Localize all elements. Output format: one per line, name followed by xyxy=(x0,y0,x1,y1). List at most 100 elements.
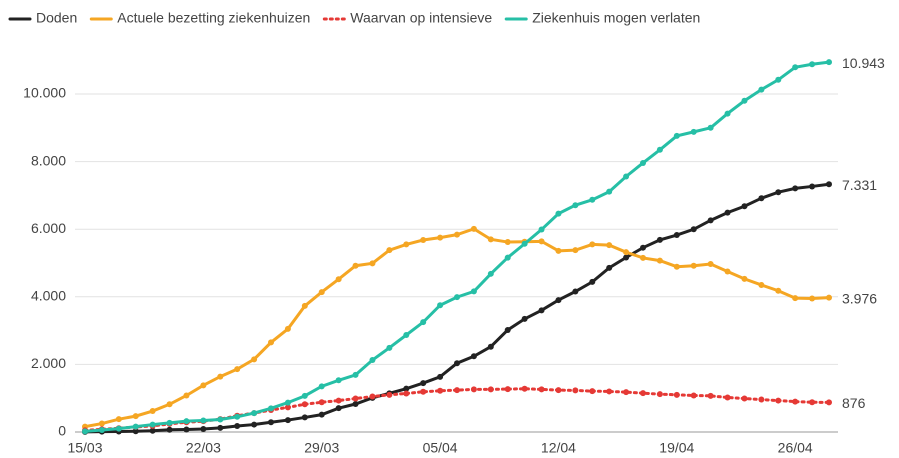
data-point xyxy=(335,405,342,412)
data-point xyxy=(335,276,342,283)
data-point xyxy=(132,423,139,430)
data-point xyxy=(352,371,359,378)
y-tick-label: 4.000 xyxy=(31,288,66,304)
data-point xyxy=(555,297,562,304)
data-point xyxy=(758,281,765,288)
data-point xyxy=(217,373,224,380)
data-point xyxy=(792,64,799,71)
data-point xyxy=(809,295,816,302)
data-point xyxy=(420,237,427,244)
data-point xyxy=(318,383,325,390)
data-point xyxy=(809,183,816,190)
data-point xyxy=(487,343,494,350)
data-point xyxy=(352,395,359,402)
end-label: 3.976 xyxy=(842,290,877,306)
data-point xyxy=(656,391,663,398)
data-point xyxy=(775,397,782,404)
data-point xyxy=(437,234,444,241)
series xyxy=(82,225,832,430)
data-point xyxy=(82,428,88,435)
data-point xyxy=(284,404,291,411)
data-point xyxy=(504,386,511,393)
data-point xyxy=(115,425,122,432)
data-point xyxy=(369,357,376,364)
data-point xyxy=(809,399,816,406)
data-point xyxy=(183,392,190,399)
series-line xyxy=(83,387,831,432)
data-point xyxy=(454,231,460,238)
legend-label: Actuele bezetting ziekenhuizen xyxy=(117,10,310,26)
series xyxy=(82,59,832,435)
data-point xyxy=(538,386,545,393)
data-point xyxy=(403,331,410,338)
data-point xyxy=(555,387,562,394)
x-tick-label: 19/04 xyxy=(659,440,694,456)
data-point xyxy=(284,399,291,406)
data-point xyxy=(386,344,393,351)
series-line xyxy=(83,182,831,434)
data-point xyxy=(386,391,393,398)
data-point xyxy=(724,394,731,401)
data-point xyxy=(775,287,782,294)
data-point xyxy=(318,289,325,296)
data-point xyxy=(301,302,308,309)
data-point xyxy=(572,387,579,394)
data-point xyxy=(758,396,765,403)
data-point xyxy=(572,202,579,209)
data-point xyxy=(386,247,393,254)
series-line xyxy=(83,60,831,433)
data-point xyxy=(115,416,122,423)
data-point xyxy=(403,241,410,248)
legend-label: Ziekenhuis mogen verlaten xyxy=(532,10,700,26)
data-point xyxy=(673,391,680,398)
data-point xyxy=(707,124,714,131)
data-point xyxy=(301,401,308,408)
data-point xyxy=(470,225,477,232)
end-label: 10.943 xyxy=(842,55,885,71)
data-point xyxy=(98,420,105,427)
data-point xyxy=(183,418,190,425)
data-point xyxy=(234,422,241,429)
y-tick-label: 2.000 xyxy=(31,355,66,371)
legend-label: Waarvan op intensieve xyxy=(350,10,492,26)
series xyxy=(82,385,832,434)
data-point xyxy=(640,244,646,251)
data-point xyxy=(623,389,630,396)
data-point xyxy=(403,385,410,392)
data-point xyxy=(826,59,832,66)
data-point xyxy=(538,307,545,314)
data-point xyxy=(217,424,224,431)
data-point xyxy=(132,413,139,420)
data-point xyxy=(403,390,410,397)
data-point xyxy=(826,181,832,188)
data-point xyxy=(301,392,308,399)
data-point xyxy=(251,410,258,417)
data-point xyxy=(166,401,173,408)
data-point xyxy=(352,401,359,408)
data-point xyxy=(251,421,258,428)
data-point xyxy=(623,249,630,256)
data-point xyxy=(724,209,731,216)
data-point xyxy=(149,427,156,434)
data-point xyxy=(284,325,291,332)
data-point xyxy=(589,241,596,248)
data-point xyxy=(640,390,646,397)
data-point xyxy=(707,261,714,268)
data-point xyxy=(673,132,680,139)
data-point xyxy=(149,408,156,415)
data-point xyxy=(741,275,748,282)
data-point xyxy=(437,387,444,394)
data-point xyxy=(792,398,799,405)
data-point xyxy=(606,242,613,249)
data-point xyxy=(758,195,765,202)
data-point xyxy=(268,405,274,412)
data-point xyxy=(437,373,444,380)
data-point xyxy=(538,238,545,245)
data-point xyxy=(521,315,528,322)
data-point xyxy=(640,254,646,261)
data-point xyxy=(690,128,697,135)
data-point xyxy=(555,247,562,254)
data-point xyxy=(200,426,207,433)
data-point xyxy=(454,387,460,394)
